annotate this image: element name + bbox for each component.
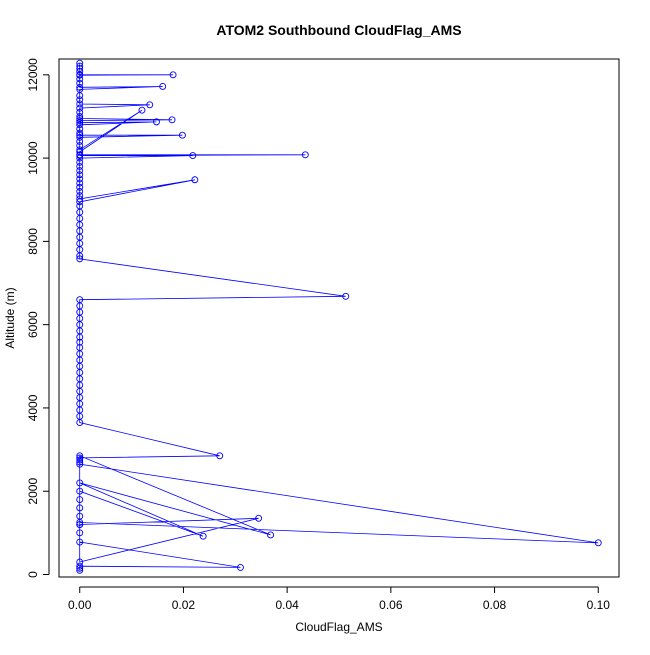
data-point [138,106,146,114]
y-axis-label: Altitude (m) [3,287,17,348]
data-point [76,179,84,187]
chart-title: ATOM2 Southbound CloudFlag_AMS [216,22,461,38]
data-point [76,133,84,141]
data-point [199,532,207,540]
x-tick-label: 0.02 [172,598,196,612]
data-point [76,129,84,137]
data-point [76,152,84,160]
data-point [76,252,84,260]
data-point [159,83,167,90]
data-point [169,71,177,79]
data-point [76,529,84,537]
y-tick-label: 6000 [26,311,40,338]
data-point [76,175,84,183]
data-point [76,198,84,206]
data-point [76,564,84,572]
data-point [76,479,84,487]
y-axis: 0 2000 4000 6000 8000 10000 12000 [26,58,50,578]
data-point [76,333,84,341]
data-point [76,121,84,129]
data-point [76,562,84,570]
data-point [76,496,84,503]
data-point [267,531,275,539]
series-line [79,63,599,571]
data-point [76,162,84,170]
plot-frame [58,58,620,578]
data-point [76,538,84,546]
data-point [76,183,84,191]
x-axis-label: CloudFlag_AMS [295,620,382,634]
data-point [76,487,84,495]
data-point [342,292,350,300]
data-point [76,68,84,75]
data-point [76,75,84,83]
data-point [76,338,84,346]
data-point [76,171,84,179]
data-point [76,187,84,195]
data-point [76,100,84,108]
data-point [146,101,154,109]
x-tick-label: 0.10 [587,598,611,612]
data-point [76,137,84,145]
data-point [76,117,84,125]
data-point [189,152,197,160]
data-point [76,504,84,512]
data-point [76,92,84,100]
data-point [237,563,244,571]
data-point [255,514,263,522]
data-point [76,167,84,175]
data-point [76,195,84,203]
data-point [76,59,84,67]
y-tick-label: 12000 [26,58,40,92]
data-series [76,59,602,574]
y-tick-label: 0 [26,571,40,578]
data-point [76,104,84,112]
x-axis: 0.00 0.02 0.04 0.06 0.08 0.10 [68,586,611,612]
data-point [76,456,84,464]
data-point [153,118,160,126]
data-point [178,131,186,139]
x-tick-label: 0.00 [68,598,92,612]
y-tick-label: 2000 [26,478,40,505]
data-point [594,539,602,547]
data-point [76,521,84,528]
data-point [76,460,84,468]
y-tick-label: 4000 [26,394,40,421]
x-tick-label: 0.08 [483,598,507,612]
data-point [76,154,84,162]
y-tick-label: 8000 [26,228,40,255]
x-tick-label: 0.04 [275,598,299,612]
y-tick-label: 10000 [26,141,40,175]
data-point [76,452,84,460]
data-point [216,452,224,460]
data-point [168,116,176,124]
data-point [76,62,84,70]
x-tick-label: 0.06 [379,598,403,612]
data-point [76,96,84,104]
data-point [76,158,84,166]
data-point [301,151,309,159]
data-point [76,512,84,520]
data-point [191,176,199,184]
data-point [76,255,84,263]
data-point [76,419,84,426]
data-point [76,71,84,79]
data-point [76,566,84,574]
data-point [76,83,84,91]
